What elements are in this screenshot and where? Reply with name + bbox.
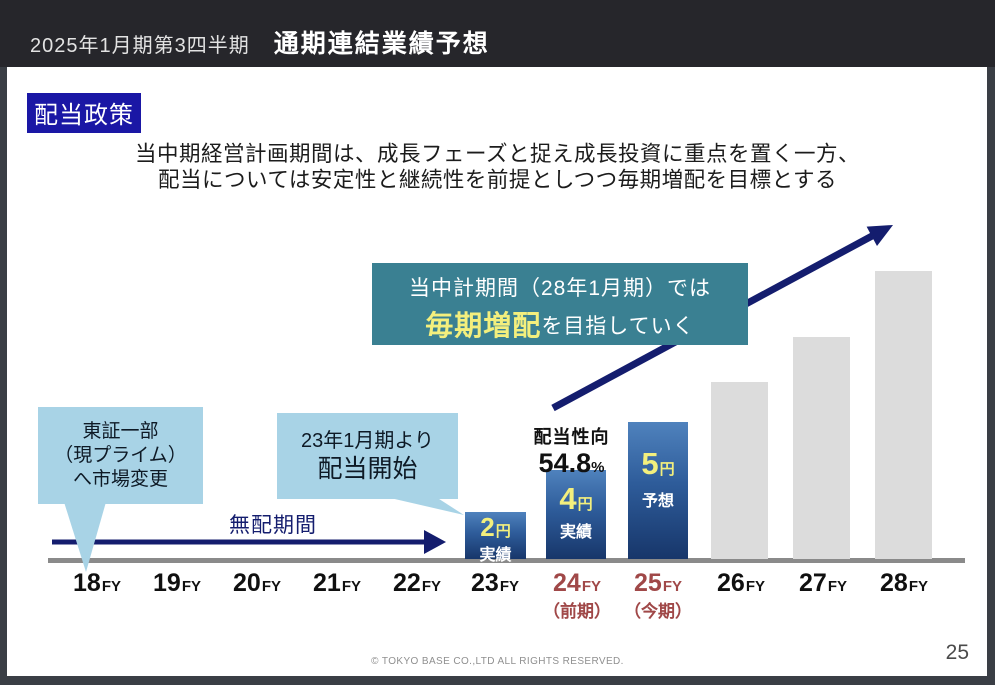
highlight-emphasis: 毎期増配 bbox=[425, 310, 542, 341]
x-label-27FY: 27FY bbox=[799, 569, 847, 597]
x-label-26FY: 26FY bbox=[717, 569, 765, 597]
x-sublabel-24FY: （前期） bbox=[543, 602, 611, 621]
payout-ratio-number: 54.8 bbox=[538, 448, 592, 478]
payout-ratio-unit: % bbox=[591, 459, 605, 476]
page-title: 通期連結業績予想 bbox=[273, 30, 490, 58]
bar-amount-23FY: 2円 bbox=[480, 512, 511, 542]
highlight-line-2: 毎期増配を目指していく bbox=[372, 304, 748, 344]
highlight-line-1: 当中計期間（28年1月期）では bbox=[408, 277, 712, 300]
bar-24FY: 4円実績 bbox=[546, 470, 606, 559]
bar-26FY bbox=[711, 382, 768, 559]
x-label-21FY: 21FY bbox=[313, 569, 361, 597]
intro-line-1: 当中期経営計画期間は、成長フェーズと捉え成長投資に重点を置く一方、 bbox=[135, 142, 860, 166]
callout-market-change-line-3: へ市場変更 bbox=[72, 468, 168, 490]
callout-dividend-start-line-2: 配当開始 bbox=[317, 455, 418, 483]
x-label-24FY: 24FY （前期） bbox=[532, 569, 622, 622]
callout-market-change: 東証一部 （現プライム） へ市場変更 bbox=[38, 407, 203, 504]
x-label-28FY: 28FY bbox=[880, 569, 928, 597]
bar-status-25FY: 予想 bbox=[641, 492, 674, 510]
bar-23FY: 2円実績 bbox=[465, 512, 526, 564]
x-label-23FY: 23FY bbox=[471, 569, 519, 597]
intro-line-2: 配当については安定性と継続性を前提としつつ毎期増配を目標とする bbox=[158, 168, 837, 192]
x-label-19FY: 19FY bbox=[153, 569, 201, 597]
payout-ratio-label: 配当性向 bbox=[533, 427, 610, 447]
bar-amount-25FY: 5円 bbox=[641, 446, 675, 481]
x-label-22FY: 22FY bbox=[393, 569, 441, 597]
callout-dividend-start-line-1: 23年1月期より bbox=[301, 430, 434, 452]
callout-market-change-line-1: 東証一部 bbox=[82, 420, 159, 442]
highlight-box: 当中計期間（28年1月期）では 毎期増配を目指していく bbox=[372, 263, 748, 345]
payout-ratio: 配当性向 54.8% bbox=[514, 423, 629, 482]
x-label-25FY: 25FY （今期） bbox=[613, 569, 703, 622]
callout-market-change-line-2: （現プライム） bbox=[54, 444, 187, 466]
intro-text: 当中期経営計画期間は、成長フェーズと捉え成長投資に重点を置く一方、 配当について… bbox=[0, 141, 995, 193]
bar-28FY bbox=[875, 271, 932, 559]
highlight-line-2-suffix: を目指していく bbox=[541, 315, 695, 338]
callout-dividend-start: 23年1月期より 配当開始 bbox=[277, 413, 458, 499]
bar-amount-24FY: 4円 bbox=[559, 481, 593, 516]
section-label: 配当政策 bbox=[27, 93, 141, 133]
copyright: © TOKYO BASE CO.,LTD ALL RIGHTS RESERVED… bbox=[371, 656, 624, 667]
payout-ratio-value: 54.8% bbox=[514, 449, 629, 482]
x-label-20FY: 20FY bbox=[233, 569, 281, 597]
header-bar: 2025年1月期第3四半期 通期連結業績予想 bbox=[0, 0, 995, 67]
page-number: 25 bbox=[945, 641, 969, 664]
header-period: 2025年1月期第3四半期 bbox=[30, 35, 250, 57]
bar-27FY bbox=[793, 337, 850, 559]
bar-25FY: 5円予想 bbox=[628, 422, 688, 559]
bar-status-24FY: 実績 bbox=[559, 523, 592, 541]
no-dividend-label: 無配期間 bbox=[229, 514, 317, 537]
x-label-18FY: 18FY bbox=[73, 569, 121, 597]
bar-status-23FY: 実績 bbox=[479, 547, 512, 565]
x-sublabel-25FY: （今期） bbox=[624, 602, 692, 621]
header-text: 2025年1月期第3四半期 通期連結業績予想 bbox=[30, 24, 490, 60]
